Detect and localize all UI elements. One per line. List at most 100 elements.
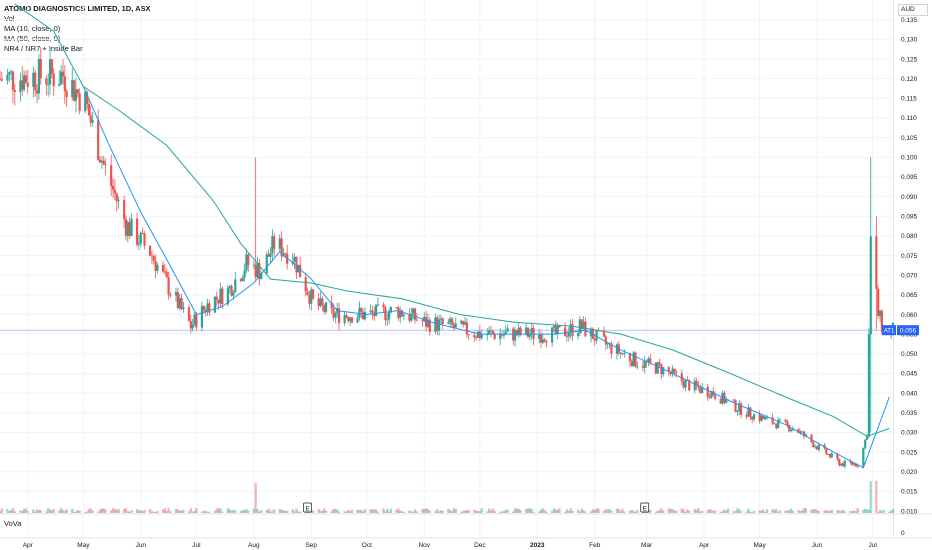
candle[interactable]	[519, 327, 522, 335]
candle[interactable]	[480, 334, 483, 339]
candle[interactable]	[71, 80, 74, 98]
candle[interactable]	[593, 338, 596, 341]
candle[interactable]	[350, 317, 354, 323]
candle[interactable]	[317, 298, 320, 307]
candle[interactable]	[801, 431, 804, 433]
candle[interactable]	[636, 366, 639, 368]
candle[interactable]	[515, 330, 519, 336]
candle[interactable]	[219, 288, 222, 304]
candle[interactable]	[815, 446, 819, 450]
candle[interactable]	[128, 222, 131, 237]
candle[interactable]	[738, 403, 741, 412]
candle[interactable]	[450, 318, 454, 325]
candle[interactable]	[334, 313, 337, 318]
candle[interactable]	[843, 460, 846, 467]
candle[interactable]	[148, 245, 152, 256]
candle[interactable]	[447, 322, 450, 324]
candle[interactable]	[50, 59, 53, 74]
candle[interactable]	[784, 419, 787, 422]
candle[interactable]	[200, 306, 204, 328]
candle[interactable]	[89, 115, 92, 123]
candle[interactable]	[532, 328, 535, 339]
candle[interactable]	[26, 82, 29, 87]
candle[interactable]	[602, 331, 606, 337]
candle[interactable]	[297, 264, 300, 273]
candle[interactable]	[488, 330, 491, 335]
candle[interactable]	[760, 415, 763, 421]
candle[interactable]	[217, 299, 220, 304]
candle[interactable]	[762, 415, 765, 420]
candle[interactable]	[0, 78, 3, 81]
candle[interactable]	[830, 453, 833, 458]
candle[interactable]	[530, 328, 533, 335]
candle[interactable]	[880, 310, 883, 332]
candle[interactable]	[621, 352, 624, 355]
candle[interactable]	[280, 238, 283, 257]
candle[interactable]	[632, 352, 635, 367]
candle[interactable]	[747, 407, 750, 417]
candle[interactable]	[369, 310, 372, 312]
candle[interactable]	[0, 78, 2, 80]
candle[interactable]	[332, 308, 335, 318]
candle[interactable]	[773, 423, 776, 425]
candle[interactable]	[386, 319, 389, 321]
candle[interactable]	[563, 327, 567, 336]
candle[interactable]	[110, 165, 113, 186]
candle[interactable]	[13, 90, 16, 93]
candle[interactable]	[60, 71, 63, 84]
candle[interactable]	[425, 316, 428, 327]
candle[interactable]	[732, 399, 735, 401]
candle[interactable]	[258, 262, 261, 280]
candle[interactable]	[552, 325, 556, 328]
candle[interactable]	[360, 308, 363, 312]
candle[interactable]	[867, 334, 871, 437]
candle[interactable]	[87, 104, 91, 116]
candle[interactable]	[176, 292, 179, 309]
candle[interactable]	[21, 80, 24, 90]
candle[interactable]	[580, 319, 583, 330]
candle[interactable]	[804, 434, 808, 437]
candle[interactable]	[851, 462, 854, 465]
candle[interactable]	[102, 160, 105, 165]
candle[interactable]	[675, 372, 678, 374]
candle[interactable]	[295, 256, 298, 273]
candle[interactable]	[571, 324, 574, 337]
candle[interactable]	[854, 463, 858, 467]
legend-nr-inside-bar[interactable]: NR4 / NR7 + Inside Bar	[4, 44, 83, 53]
candle[interactable]	[551, 327, 554, 343]
candle[interactable]	[389, 307, 393, 313]
candle[interactable]	[63, 76, 66, 92]
candle[interactable]	[576, 333, 580, 337]
legend-ma10[interactable]: MA (10, close, 0)	[4, 24, 61, 33]
candle[interactable]	[673, 368, 676, 373]
candle[interactable]	[32, 72, 35, 87]
candle[interactable]	[97, 120, 100, 160]
candle[interactable]	[152, 256, 155, 261]
candle[interactable]	[141, 232, 144, 234]
candle[interactable]	[656, 362, 659, 374]
candle[interactable]	[421, 320, 424, 322]
candle[interactable]	[649, 358, 652, 363]
candle[interactable]	[475, 337, 478, 338]
candle[interactable]	[387, 312, 391, 320]
candle[interactable]	[100, 160, 103, 163]
candle[interactable]	[662, 367, 665, 375]
candle[interactable]	[849, 460, 852, 463]
candle[interactable]	[52, 73, 55, 87]
candle[interactable]	[247, 254, 250, 266]
candle[interactable]	[719, 398, 722, 404]
candle[interactable]	[502, 334, 506, 336]
candle[interactable]	[400, 310, 404, 317]
ma50-line[interactable]	[14, 3, 890, 437]
candle[interactable]	[337, 308, 341, 324]
candle[interactable]	[363, 311, 367, 320]
candle[interactable]	[221, 288, 224, 305]
candle[interactable]	[658, 362, 661, 365]
candle[interactable]	[384, 307, 387, 321]
candle[interactable]	[58, 83, 61, 87]
candle[interactable]	[460, 320, 463, 324]
candle[interactable]	[634, 352, 637, 367]
candle[interactable]	[256, 262, 259, 278]
candle[interactable]	[252, 264, 255, 266]
